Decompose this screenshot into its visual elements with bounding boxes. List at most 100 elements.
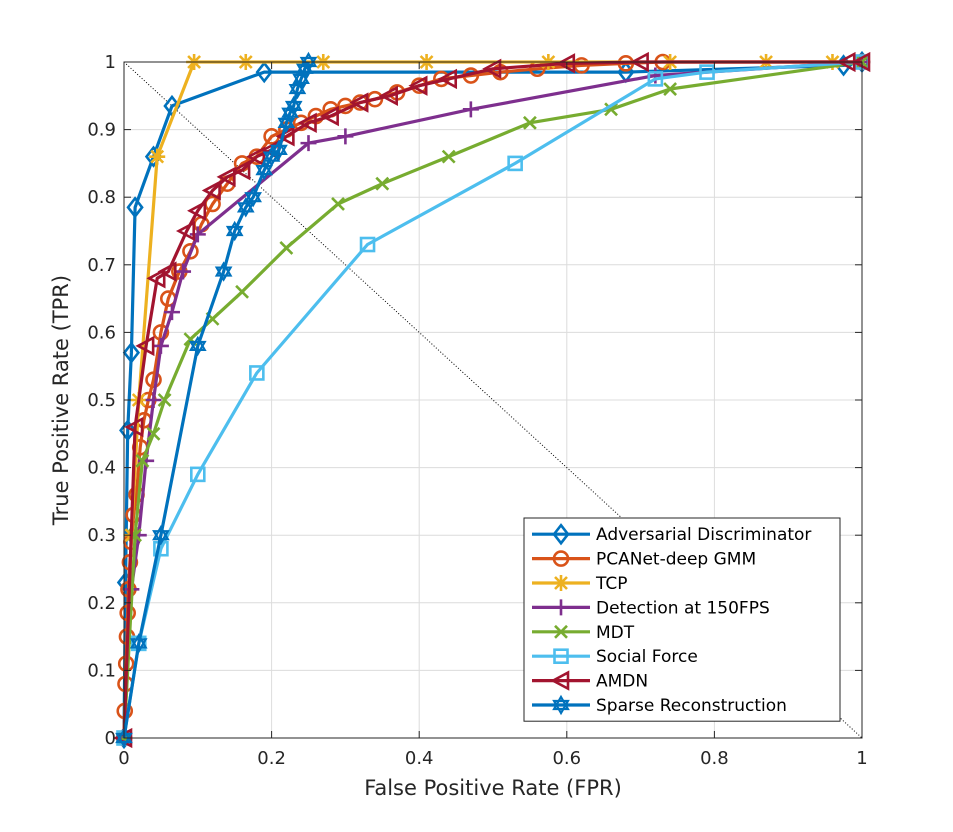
legend-swatch-marker-4 bbox=[554, 624, 568, 639]
series-4-point-8 bbox=[279, 240, 294, 255]
series-5-point-7 bbox=[647, 71, 664, 87]
y-tick-label-8: 0.8 bbox=[87, 187, 116, 208]
series-6-point-4 bbox=[157, 261, 177, 282]
legend-entry-7: Sparse Reconstruction bbox=[532, 694, 787, 716]
legend-swatch-marker-2 bbox=[553, 575, 569, 591]
series-7-point-1 bbox=[129, 633, 148, 654]
series-6-point-15 bbox=[349, 92, 369, 113]
series-4-point-12 bbox=[522, 115, 537, 130]
y-tick-label-0: 0 bbox=[105, 728, 116, 749]
series-7-point-13 bbox=[284, 95, 303, 117]
series-6-point-3 bbox=[146, 268, 166, 289]
series-6-point-14 bbox=[319, 105, 339, 127]
series-0-point-3 bbox=[122, 341, 141, 364]
x-tick-label-3: 0.6 bbox=[552, 748, 581, 769]
series-3-point-6 bbox=[163, 304, 180, 321]
series-4-point-7 bbox=[235, 284, 249, 299]
legend-label-5: Social Force bbox=[596, 647, 698, 667]
legend-swatch-marker-6 bbox=[550, 670, 570, 691]
y-tick-label-5: 0.5 bbox=[87, 390, 116, 411]
series-4-point-13 bbox=[604, 102, 618, 117]
x-tick-label-1: 0.2 bbox=[257, 748, 286, 769]
series-0-point-7 bbox=[255, 61, 273, 84]
y-tick-label-10: 1 bbox=[105, 52, 116, 73]
series-3-point-9 bbox=[300, 135, 317, 152]
series-1-point-18 bbox=[182, 242, 199, 260]
legend-entry-6: AMDN bbox=[532, 670, 648, 692]
legend-label-7: Sparse Reconstruction bbox=[596, 696, 787, 716]
legend-swatch-marker-5 bbox=[553, 648, 569, 665]
series-3-point-7 bbox=[175, 263, 192, 280]
legend-entry-4: MDT bbox=[532, 623, 635, 643]
legend-label-2: TCP bbox=[595, 574, 628, 594]
series-6-point-9 bbox=[231, 159, 251, 181]
legend-box bbox=[523, 517, 841, 722]
series-6-point-5 bbox=[175, 220, 196, 242]
series-7-point-4 bbox=[214, 261, 233, 282]
series-4-point-11 bbox=[441, 149, 456, 164]
series-7-point-5 bbox=[225, 220, 244, 242]
legend-entry-2: TCP bbox=[532, 574, 628, 594]
series-7-point-8 bbox=[255, 159, 274, 181]
series-6-point-17 bbox=[408, 75, 428, 96]
legend-entry-1: PCANet-deep GMM bbox=[532, 550, 756, 570]
series-6-point-2 bbox=[135, 335, 155, 357]
y-tick-label-7: 0.7 bbox=[87, 255, 116, 276]
series-4-point-3 bbox=[146, 426, 161, 441]
series-6-point-7 bbox=[201, 180, 221, 201]
series-7-point-7 bbox=[244, 186, 262, 208]
series-6-point-6 bbox=[187, 200, 207, 221]
legend-swatch-marker-7 bbox=[552, 694, 570, 716]
series-3-point-5 bbox=[152, 337, 169, 354]
series-6-point-19 bbox=[482, 58, 502, 79]
series-line-4 bbox=[122, 60, 863, 739]
series-7 bbox=[115, 51, 318, 749]
y-tick-label-6: 0.6 bbox=[87, 322, 116, 343]
series-0-point-2 bbox=[119, 419, 137, 442]
series-3-point-10 bbox=[337, 128, 354, 145]
series-0-point-4 bbox=[126, 196, 144, 219]
series-5-point-5 bbox=[359, 236, 376, 253]
series-7-point-17 bbox=[299, 51, 318, 73]
legend-swatch-marker-1 bbox=[552, 550, 570, 567]
x-axis-label: False Positive Rate (FPR) bbox=[364, 776, 622, 800]
x-tick-label-4: 0.8 bbox=[700, 748, 729, 769]
y-tick-label-1: 0.1 bbox=[87, 660, 116, 681]
series-line-3 bbox=[122, 60, 863, 739]
legend-swatch-marker-3 bbox=[553, 599, 569, 616]
legend-entry-3: Detection at 150FPS bbox=[532, 598, 770, 618]
series-4-point-4 bbox=[157, 393, 172, 407]
series-1-point-14 bbox=[145, 371, 162, 389]
series-2-point-3 bbox=[149, 148, 166, 165]
y-tick-label-4: 0.4 bbox=[87, 458, 116, 479]
legend-label-6: AMDN bbox=[596, 672, 648, 692]
series-6-point-12 bbox=[275, 126, 295, 147]
series-4-point-14 bbox=[663, 82, 678, 96]
legend-label-4: MDT bbox=[596, 623, 635, 643]
series-6-point-8 bbox=[216, 166, 236, 188]
series-4-point-2 bbox=[135, 453, 150, 468]
series-7-point-10 bbox=[270, 139, 288, 161]
series-6-point-10 bbox=[246, 146, 266, 167]
legend-label-1: PCANet-deep GMM bbox=[596, 550, 756, 570]
x-tick-label-2: 0.4 bbox=[405, 748, 434, 769]
y-tick-label-2: 0.2 bbox=[87, 593, 116, 614]
series-3-point-4 bbox=[145, 392, 162, 408]
y-tick-label-3: 0.3 bbox=[87, 525, 116, 546]
series-7-point-3 bbox=[188, 335, 207, 357]
y-tick-label-9: 0.9 bbox=[87, 120, 116, 141]
series-5-point-3 bbox=[190, 466, 206, 483]
series-4-point-9 bbox=[331, 197, 345, 211]
legend-label-3: Detection at 150FPS bbox=[596, 598, 770, 618]
series-5-point-4 bbox=[249, 365, 265, 381]
series-5-point-6 bbox=[507, 155, 523, 172]
legend-entry-0: Adversarial Discriminator bbox=[532, 523, 811, 546]
series-3-point-11 bbox=[462, 101, 479, 118]
x-tick-label-0: 0 bbox=[118, 748, 129, 769]
series-6-point-13 bbox=[297, 112, 317, 134]
series-6-point-16 bbox=[378, 85, 398, 106]
series-line-7 bbox=[122, 61, 310, 739]
legend-label-0: Adversarial Discriminator bbox=[596, 525, 811, 545]
